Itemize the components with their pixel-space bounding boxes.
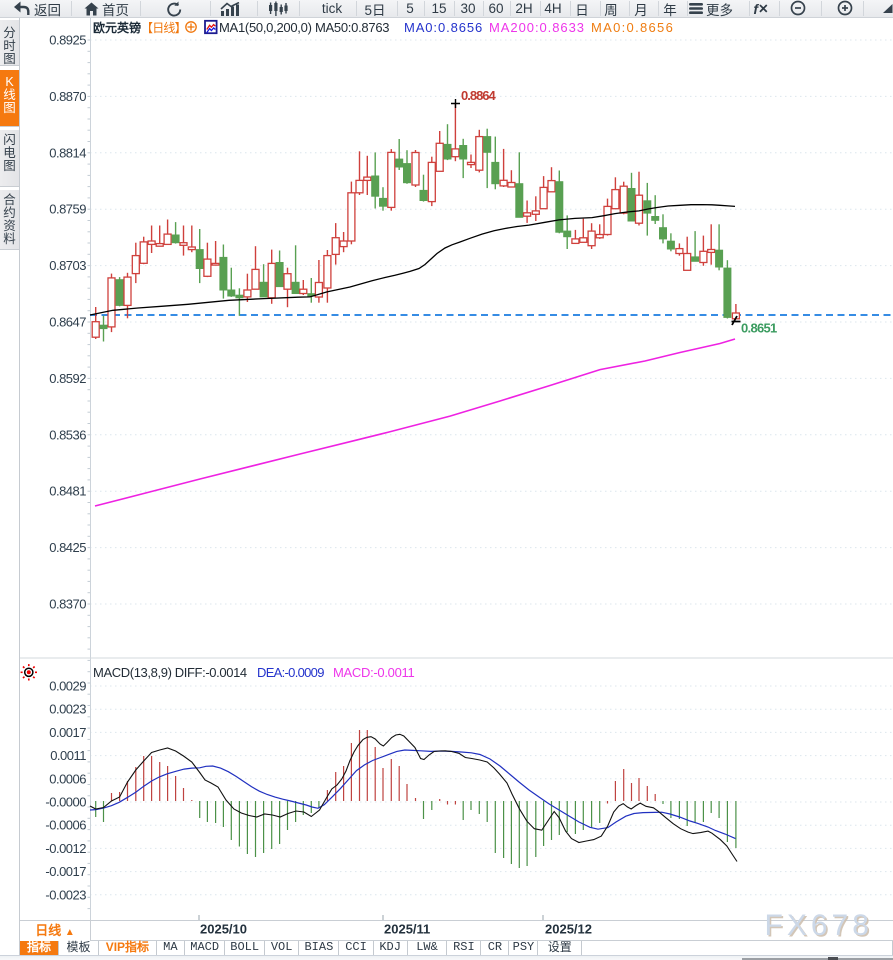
svg-text:-0.0006: -0.0006 <box>45 818 86 833</box>
svg-text:-0.0000: -0.0000 <box>45 795 86 810</box>
svg-text:0.8592: 0.8592 <box>49 371 86 386</box>
svg-text:MA0:0.8656: MA0:0.8656 <box>591 20 674 35</box>
svg-text:FX678: FX678 <box>765 909 873 942</box>
svg-text:0.0023: 0.0023 <box>49 702 86 717</box>
svg-text:-0.0023: -0.0023 <box>45 887 86 902</box>
svg-text:FX678: FX678 <box>766 911 874 944</box>
svg-text:0.8651: 0.8651 <box>741 321 777 336</box>
svg-text:0.0017: 0.0017 <box>49 725 86 740</box>
svg-text:0.8481: 0.8481 <box>49 484 86 499</box>
svg-text:2025/12: 2025/12 <box>545 922 592 937</box>
svg-text:0.0006: 0.0006 <box>49 771 86 786</box>
svg-text:0.8425: 0.8425 <box>49 540 86 555</box>
svg-text:2025/10: 2025/10 <box>200 922 247 937</box>
svg-text:MA200:0.8633: MA200:0.8633 <box>489 20 585 35</box>
svg-text:MACD:-0.0011: MACD:-0.0011 <box>333 665 414 680</box>
svg-text:【日线】: 【日线】 <box>141 21 186 35</box>
svg-text:DEA:-0.0009: DEA:-0.0009 <box>257 665 324 680</box>
svg-text:0.8925: 0.8925 <box>49 33 86 48</box>
svg-text:0.8864: 0.8864 <box>461 88 497 103</box>
svg-text:-0.0012: -0.0012 <box>45 841 86 856</box>
svg-text:MA0:0.8656: MA0:0.8656 <box>404 20 483 35</box>
svg-text:MA1(50,0,200,0) MA50:0.8763: MA1(50,0,200,0) MA50:0.8763 <box>219 20 389 35</box>
svg-text:0.0011: 0.0011 <box>50 748 86 763</box>
svg-text:欧元英镑: 欧元英镑 <box>93 20 141 35</box>
svg-text:0.8759: 0.8759 <box>49 202 86 217</box>
svg-text:MACD(13,8,9) DIFF:-0.0014: MACD(13,8,9) DIFF:-0.0014 <box>93 665 247 680</box>
svg-text:0.0029: 0.0029 <box>49 679 86 694</box>
svg-text:0.8536: 0.8536 <box>49 427 86 442</box>
svg-text:0.8870: 0.8870 <box>49 89 86 104</box>
svg-text:2025/11: 2025/11 <box>384 922 430 937</box>
svg-text:0.8647: 0.8647 <box>49 315 86 330</box>
svg-text:0.8703: 0.8703 <box>49 258 86 273</box>
svg-text:0.8370: 0.8370 <box>49 597 86 612</box>
svg-text:0.8814: 0.8814 <box>49 145 86 160</box>
svg-text:-0.0017: -0.0017 <box>45 864 86 879</box>
